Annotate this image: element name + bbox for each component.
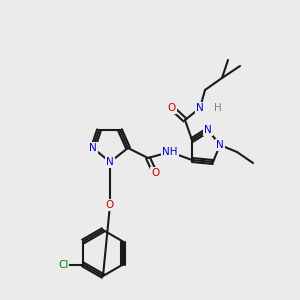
Text: H: H (214, 103, 222, 113)
Text: O: O (168, 103, 176, 113)
Text: Cl: Cl (58, 260, 68, 269)
Text: O: O (106, 200, 114, 210)
Text: N: N (106, 157, 114, 167)
Text: N: N (216, 140, 224, 150)
Text: NH: NH (162, 147, 178, 157)
Text: O: O (151, 168, 159, 178)
Text: N: N (196, 103, 204, 113)
Text: N: N (204, 125, 212, 135)
Text: N: N (89, 143, 97, 153)
